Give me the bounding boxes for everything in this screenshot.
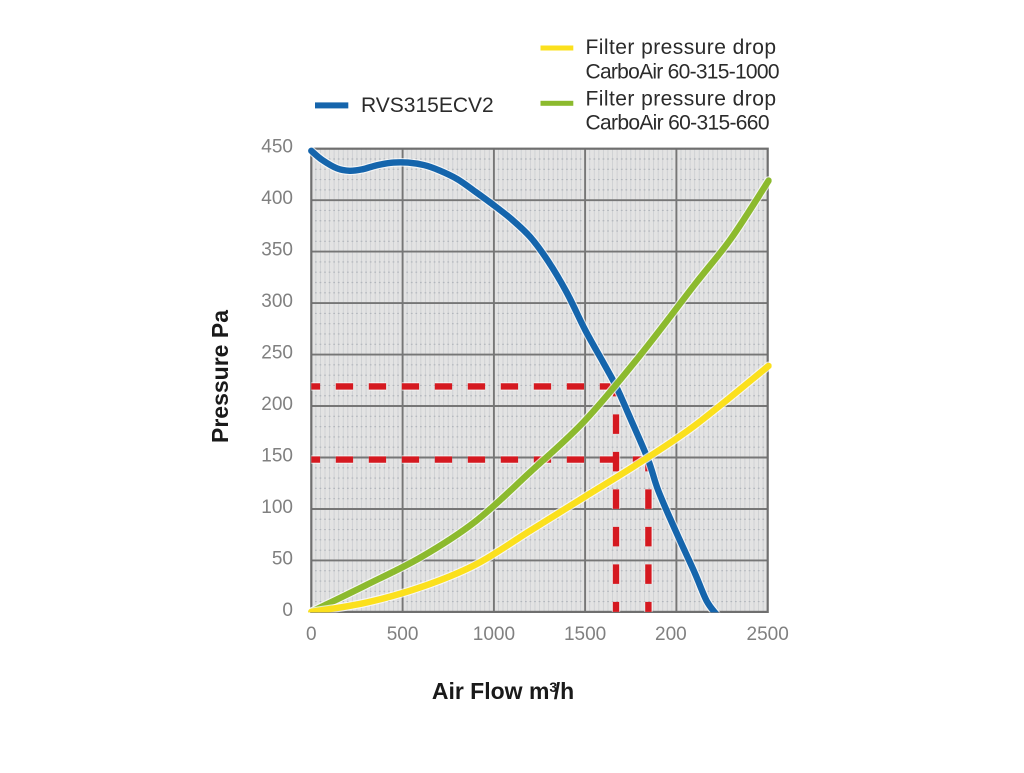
svg-text:50: 50 xyxy=(272,548,293,569)
svg-text:Pressure Pa: Pressure Pa xyxy=(207,310,233,443)
svg-text:400: 400 xyxy=(261,188,293,209)
svg-text:500: 500 xyxy=(387,624,419,645)
svg-text:250: 250 xyxy=(261,343,293,364)
svg-text:150: 150 xyxy=(261,446,293,467)
svg-text:CarboAir 60-315-1000: CarboAir 60-315-1000 xyxy=(586,61,780,84)
svg-text:1500: 1500 xyxy=(564,624,606,645)
svg-text:CarboAir 60-315-660: CarboAir 60-315-660 xyxy=(586,112,770,135)
svg-text:350: 350 xyxy=(261,240,293,261)
svg-text:200: 200 xyxy=(655,624,687,645)
svg-text:200: 200 xyxy=(261,394,293,415)
svg-text:RVS315ECV2: RVS315ECV2 xyxy=(361,94,494,117)
svg-text:300: 300 xyxy=(261,291,293,312)
svg-text:0: 0 xyxy=(282,600,293,621)
svg-text:1000: 1000 xyxy=(473,624,515,645)
svg-text:Filter pressure drop: Filter pressure drop xyxy=(586,36,777,59)
svg-text:2500: 2500 xyxy=(747,624,789,645)
svg-text:450: 450 xyxy=(261,137,293,158)
svg-text:Filter pressure drop: Filter pressure drop xyxy=(586,88,777,111)
svg-text:100: 100 xyxy=(261,497,293,518)
svg-text:0: 0 xyxy=(306,624,317,645)
svg-text:Air Flow m3/h: Air Flow m3/h xyxy=(432,678,574,704)
